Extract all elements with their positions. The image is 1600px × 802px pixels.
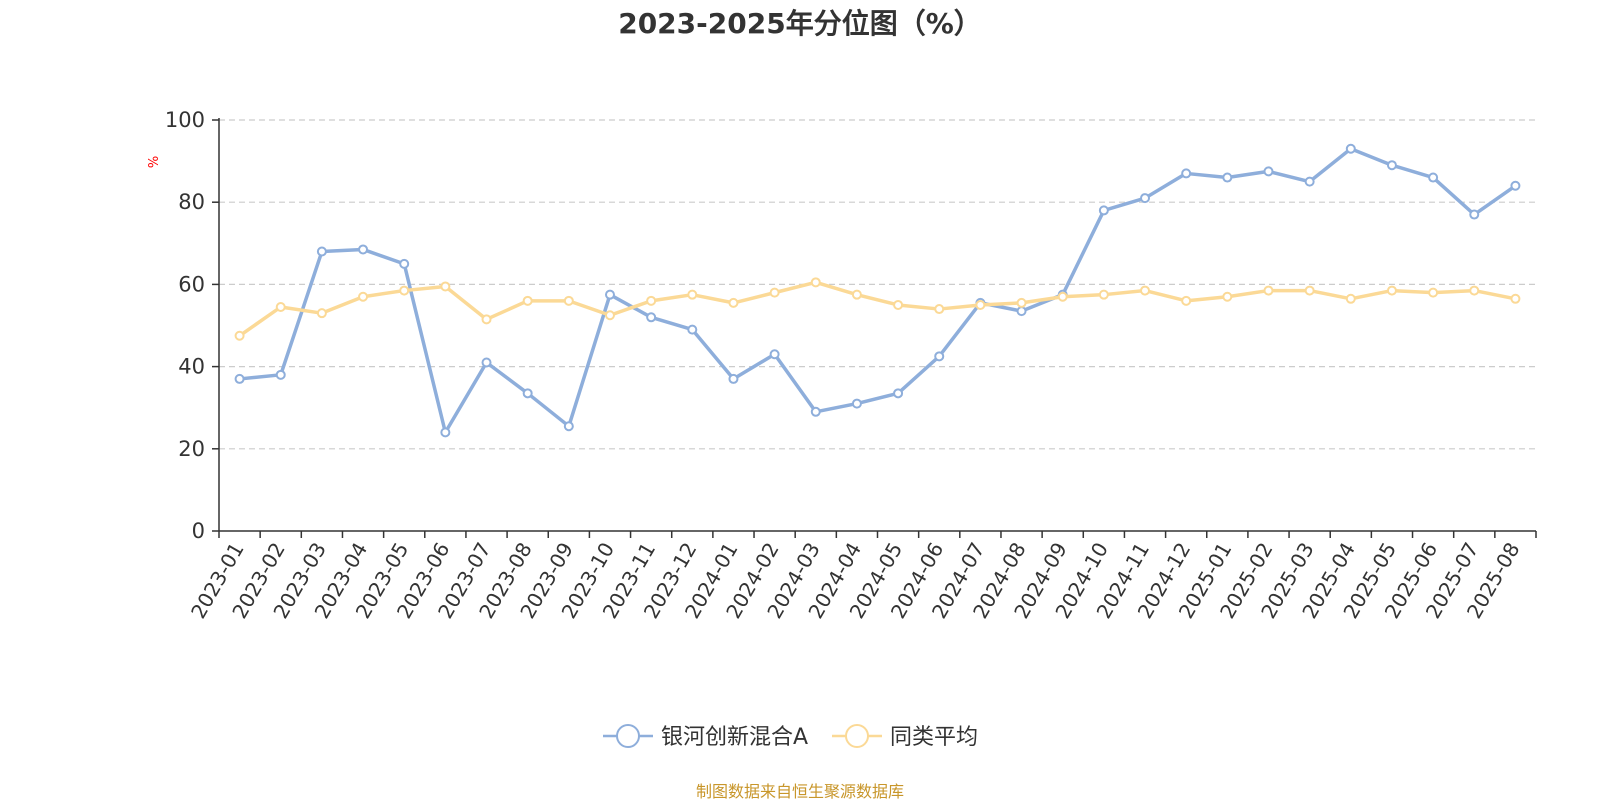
data-point bbox=[440, 281, 451, 292]
data-point bbox=[1510, 180, 1521, 191]
data-point bbox=[1016, 306, 1027, 317]
data-point bbox=[358, 244, 369, 255]
data-point bbox=[563, 295, 574, 306]
data-point bbox=[1222, 172, 1233, 183]
data-point bbox=[1057, 291, 1068, 302]
data-point bbox=[481, 314, 492, 325]
data-point bbox=[399, 258, 410, 269]
data-point bbox=[604, 289, 615, 300]
data-point bbox=[769, 349, 780, 360]
data-point bbox=[399, 285, 410, 296]
data-point bbox=[316, 308, 327, 319]
data-point bbox=[1181, 295, 1192, 306]
data-point bbox=[481, 357, 492, 368]
y-tick-label: 100 bbox=[165, 108, 205, 132]
source-note: 制图数据来自恒生聚源数据库 bbox=[695, 782, 904, 801]
data-point bbox=[522, 295, 533, 306]
legend-marker bbox=[845, 724, 869, 748]
data-point bbox=[687, 324, 698, 335]
legend[interactable]: 银河创新混合A 同类平均 bbox=[603, 724, 978, 750]
data-point bbox=[893, 388, 904, 399]
data-point bbox=[851, 398, 862, 409]
legend-item-1[interactable]: 银河创新混合A bbox=[603, 724, 808, 750]
series-1 bbox=[234, 143, 1521, 438]
data-point bbox=[1386, 285, 1397, 296]
data-point bbox=[934, 351, 945, 362]
data-point bbox=[440, 427, 451, 438]
data-point bbox=[563, 421, 574, 432]
data-point bbox=[316, 246, 327, 257]
data-point bbox=[1263, 285, 1274, 296]
data-point bbox=[234, 330, 245, 341]
data-point bbox=[1469, 209, 1480, 220]
data-point bbox=[810, 406, 821, 417]
data-point bbox=[851, 289, 862, 300]
legend-label: 同类平均 bbox=[890, 725, 978, 750]
y-axis-label: % bbox=[147, 156, 162, 168]
data-point bbox=[1428, 287, 1439, 298]
data-point bbox=[1304, 285, 1315, 296]
data-point bbox=[1016, 297, 1027, 308]
data-point bbox=[1386, 160, 1397, 171]
series-lines bbox=[234, 143, 1521, 438]
data-point bbox=[646, 312, 657, 323]
data-point bbox=[1469, 285, 1480, 296]
data-point bbox=[1098, 289, 1109, 300]
chart-title: 2023-2025年分位图（%） bbox=[618, 7, 982, 40]
data-point bbox=[1098, 205, 1109, 216]
axes: 0204060801002023-012023-022023-032023-04… bbox=[165, 108, 1537, 623]
data-point bbox=[728, 373, 739, 384]
legend-marker bbox=[616, 724, 640, 748]
y-tick-label: 0 bbox=[192, 519, 205, 543]
data-point bbox=[1263, 166, 1274, 177]
legend-label: 银河创新混合A bbox=[661, 725, 808, 750]
y-tick-label: 40 bbox=[178, 355, 205, 379]
data-point bbox=[893, 299, 904, 310]
data-point bbox=[1345, 143, 1356, 154]
data-point bbox=[1140, 193, 1151, 204]
data-point bbox=[1345, 293, 1356, 304]
data-point bbox=[975, 299, 986, 310]
data-point bbox=[275, 369, 286, 380]
data-point bbox=[810, 277, 821, 288]
data-point bbox=[275, 302, 286, 313]
y-tick-label: 20 bbox=[178, 437, 205, 461]
data-point bbox=[522, 388, 533, 399]
data-point bbox=[1428, 172, 1439, 183]
data-point bbox=[1181, 168, 1192, 179]
data-point bbox=[728, 297, 739, 308]
legend-item-2[interactable]: 同类平均 bbox=[832, 724, 978, 750]
data-point bbox=[1222, 291, 1233, 302]
series-line bbox=[237, 280, 1518, 338]
series-2 bbox=[234, 277, 1521, 341]
data-point bbox=[1140, 285, 1151, 296]
data-point bbox=[604, 310, 615, 321]
data-point bbox=[358, 291, 369, 302]
data-point bbox=[934, 304, 945, 315]
data-point bbox=[646, 295, 657, 306]
data-point bbox=[769, 287, 780, 298]
y-tick-label: 60 bbox=[178, 272, 205, 296]
data-point bbox=[1510, 293, 1521, 304]
data-point bbox=[687, 289, 698, 300]
y-tick-label: 80 bbox=[178, 190, 205, 214]
series-line bbox=[237, 147, 1518, 435]
data-point bbox=[234, 373, 245, 384]
data-point bbox=[1304, 176, 1315, 187]
